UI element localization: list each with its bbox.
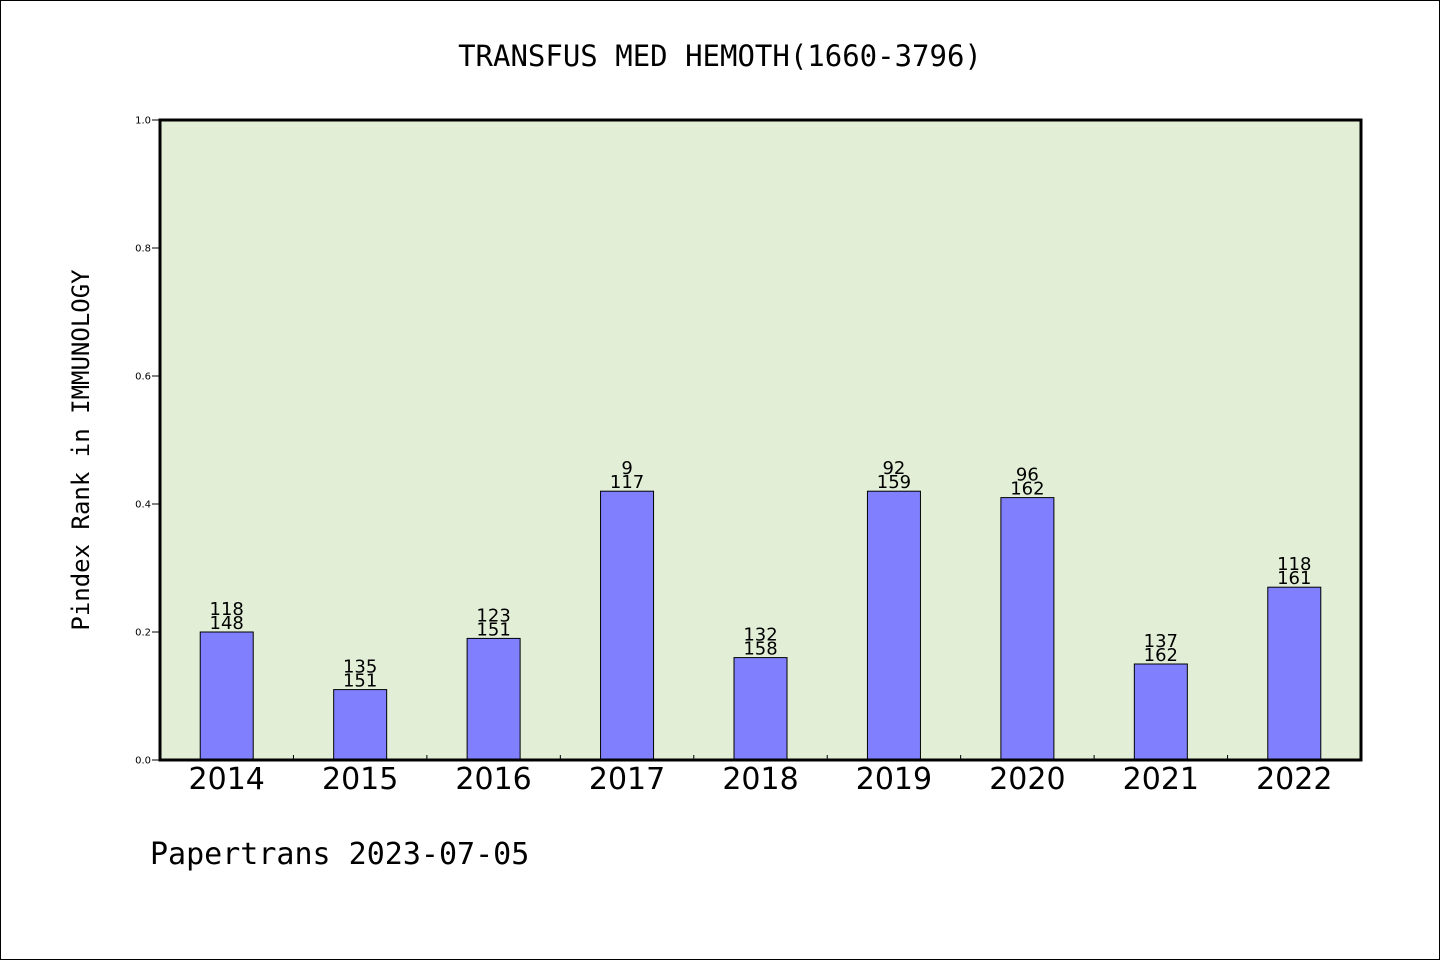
x-axis-ticks: 2014 2015 2016 2017 2018 2019 2020 2021 2022 <box>189 755 1332 797</box>
bar-label-total-2021: 162 <box>1144 645 1178 666</box>
bar-label-total-2019: 159 <box>877 472 911 493</box>
bar-2016 <box>466 637 521 761</box>
bar-2018 <box>733 657 788 761</box>
bar-2022 <box>1267 586 1322 761</box>
bar-label-rank-2019: 92 <box>882 458 905 479</box>
bar-label-rank-2021: 137 <box>1144 631 1178 652</box>
bar-label-rank-2018: 132 <box>743 625 777 646</box>
plot-area <box>160 120 1361 760</box>
bar-label-rank-2017: 9 <box>621 458 632 479</box>
bar-2014 <box>199 631 254 761</box>
y-tick-label: 0.6 <box>135 372 151 383</box>
bar-2020 <box>1000 497 1055 761</box>
x-tick-label-2020: 2020 <box>989 762 1065 797</box>
bar-label-rank-2015: 135 <box>343 657 377 678</box>
x-tick-label-2017: 2017 <box>589 762 665 797</box>
bar-label-total-2017: 117 <box>610 472 644 493</box>
plot-border <box>158 118 1363 762</box>
bar-label-rank-2022: 118 <box>1277 554 1311 575</box>
x-tick-label-2019: 2019 <box>856 762 932 797</box>
x-tick-label-2021: 2021 <box>1123 762 1199 797</box>
x-tick-label-2015: 2015 <box>322 762 398 797</box>
bar-label-rank-2016: 123 <box>476 605 510 626</box>
bar-2021 <box>1133 663 1188 761</box>
bar-label-total-2020: 162 <box>1010 479 1044 500</box>
bar-label-total-2014: 148 <box>210 613 244 634</box>
x-tick-label-2014: 2014 <box>189 762 265 797</box>
bar-label-total-2016: 151 <box>476 619 510 640</box>
x-tick-label-2018: 2018 <box>722 762 798 797</box>
y-tick-label: 0.4 <box>135 500 151 511</box>
y-tick-label: 0.0 <box>135 756 151 767</box>
bar-label-rank-2020: 96 <box>1016 465 1039 486</box>
chart-title: TRANSFUS MED HEMOTH(1660-3796) <box>458 39 982 73</box>
bars-layer <box>199 490 1322 761</box>
y-axis-label: Pindex Rank in IMMUNOLOGY <box>67 269 95 631</box>
bar-label-total-2022: 161 <box>1277 568 1311 589</box>
bar-2017 <box>600 490 655 761</box>
y-tick-label: 0.2 <box>135 628 151 639</box>
bar-2015 <box>333 689 388 761</box>
y-tick-label: 0.8 <box>135 244 151 255</box>
bar-label-total-2018: 158 <box>743 639 777 660</box>
y-tick-label: 1.0 <box>135 116 151 127</box>
bar-label-rank-2014: 118 <box>210 599 244 620</box>
y-axis-ticks: 0.0 0.2 0.4 0.6 0.8 1.0 <box>135 116 160 767</box>
footer-credit: Papertrans 2023-07-05 <box>150 837 529 872</box>
x-tick-label-2022: 2022 <box>1256 762 1332 797</box>
bar-2019 <box>866 490 921 761</box>
bar-label-total-2015: 151 <box>343 671 377 692</box>
x-tick-label-2016: 2016 <box>455 762 531 797</box>
